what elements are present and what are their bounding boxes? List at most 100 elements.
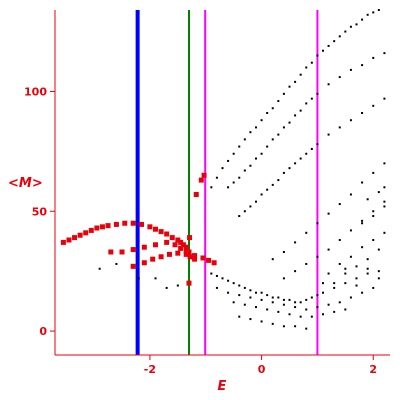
point-1-14 [255,291,257,294]
point-1-21 [294,301,297,304]
point-1-3 [154,277,157,280]
point-1-63 [294,325,297,328]
point-1-79 [288,85,291,88]
point-1-165 [377,248,380,251]
point-1-33 [227,291,230,294]
point-1-177 [327,272,330,275]
point-1-99 [243,169,246,172]
point-0-50 [201,172,207,178]
point-1-23 [305,298,308,301]
point-0-46 [187,235,193,241]
point-1-5 [176,284,179,287]
point-1-140 [271,258,274,261]
point-1-182 [322,282,324,285]
point-1-139 [383,97,386,100]
point-1-0 [98,267,101,270]
point-1-160 [383,200,386,203]
point-1-17 [271,296,274,299]
point-0-38 [166,251,172,257]
point-1-30 [366,272,369,275]
y-axis-label: <M> [8,176,43,191]
point-1-13 [249,289,252,292]
point-1-20 [288,298,291,301]
point-0-34 [130,263,136,269]
point-1-70 [238,145,241,148]
point-1-101 [255,157,257,160]
point-1-128 [288,167,291,170]
point-1-28 [344,282,347,285]
point-1-95 [377,9,380,11]
point-0-45 [186,280,192,286]
point-1-141 [282,250,285,253]
point-0-12 [139,221,145,227]
point-0-39 [175,250,181,256]
point-0-43 [206,257,212,263]
vertical-lines [135,10,319,355]
point-1-137 [361,112,364,115]
point-1-36 [260,298,263,301]
point-1-24 [310,296,313,299]
point-0-28 [141,244,147,250]
point-1-75 [266,112,269,115]
point-1-50 [266,308,269,311]
point-1-127 [282,171,285,174]
point-1-132 [310,147,313,150]
point-1-178 [344,267,347,270]
point-1-167 [372,215,375,218]
point-1-80 [294,80,297,83]
x-tick-label-1: 0 [258,363,266,376]
point-0-19 [178,239,184,245]
point-1-59 [249,318,252,321]
point-1-169 [366,198,369,201]
point-0-24 [192,256,198,262]
point-1-149 [372,171,375,174]
point-1-74 [260,119,263,122]
point-1-55 [322,313,324,316]
point-0-16 [164,231,170,237]
point-0-21 [183,244,189,250]
point-1-87 [333,40,336,43]
point-1-134 [327,133,330,136]
point-1-7 [215,274,218,277]
point-1-148 [361,181,364,184]
point-1-88 [338,35,341,38]
point-0-0 [60,239,66,245]
point-1-124 [266,188,269,191]
point-1-152 [294,270,297,273]
point-1-112 [316,92,319,95]
point-1-45 [361,291,364,294]
point-0-15 [158,229,164,235]
point-1-61 [271,322,274,325]
point-0-13 [147,224,153,230]
point-1-65 [210,186,213,189]
point-1-19 [282,298,285,301]
point-1-35 [249,296,252,299]
point-1-179 [366,267,369,270]
point-1-181 [355,284,358,287]
point-0-17 [169,235,175,241]
point-1-174 [361,246,364,249]
point-1-147 [349,193,352,196]
point-0-20 [180,242,186,248]
x-tick-label-0: -2 [144,363,156,376]
point-1-108 [294,114,297,117]
point-0-9 [113,221,119,227]
point-1-47 [232,301,235,304]
point-1-171 [383,186,386,189]
point-1-176 [383,231,386,234]
point-1-11 [238,284,241,287]
point-1-155 [327,248,330,251]
point-0-1 [66,237,72,243]
x-axis-label: E [218,379,227,394]
point-1-157 [349,229,352,232]
point-1-53 [299,315,302,318]
point-1-107 [288,121,291,124]
point-0-6 [94,225,100,231]
point-1-52 [288,313,291,316]
point-1-81 [299,73,302,76]
point-1-93 [366,13,369,16]
point-1-104 [271,138,274,141]
point-1-163 [355,265,358,268]
point-1-135 [338,126,341,129]
point-0-35 [141,260,147,266]
